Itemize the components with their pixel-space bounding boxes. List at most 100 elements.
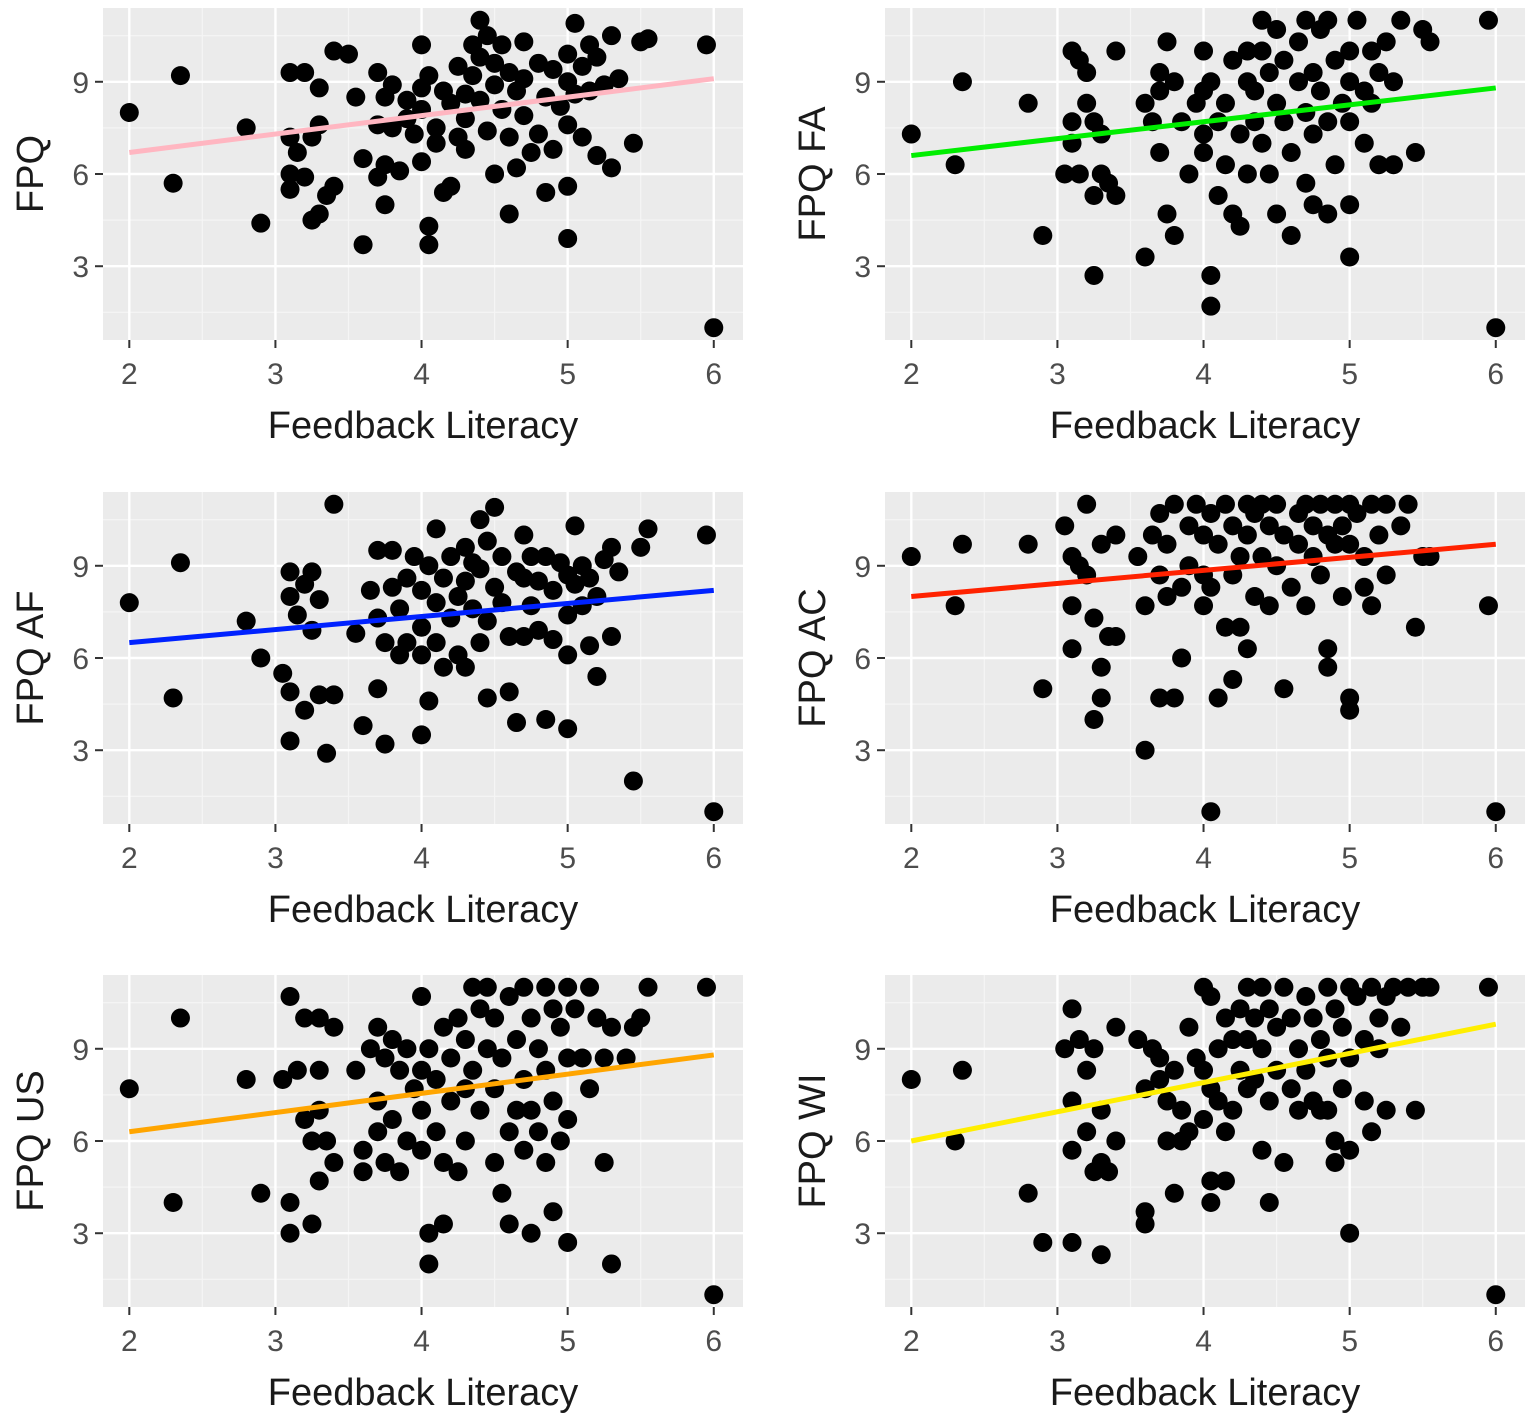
- data-point: [901, 124, 921, 144]
- data-point: [280, 1223, 300, 1243]
- data-point: [1164, 1060, 1184, 1080]
- data-point: [470, 559, 490, 579]
- data-point: [499, 682, 519, 702]
- data-point: [375, 195, 395, 215]
- data-point: [441, 176, 461, 196]
- data-point: [1208, 534, 1228, 554]
- y-tick-label: 6: [854, 159, 871, 192]
- data-point: [412, 645, 432, 665]
- x-tick-label: 5: [1341, 842, 1358, 875]
- data-point: [528, 1122, 548, 1142]
- data-point: [1230, 999, 1250, 1019]
- data-point: [1084, 608, 1104, 628]
- data-point: [601, 1017, 621, 1037]
- data-point: [1259, 1091, 1279, 1111]
- data-point: [119, 103, 139, 123]
- data-point: [594, 1048, 614, 1068]
- data-point: [1376, 1100, 1396, 1120]
- data-point: [499, 626, 519, 646]
- data-point: [1259, 63, 1279, 83]
- data-point: [528, 1039, 548, 1059]
- data-point: [1135, 247, 1155, 267]
- data-point: [1296, 173, 1316, 193]
- data-point: [528, 53, 548, 73]
- data-point: [1077, 1060, 1097, 1080]
- data-point: [390, 599, 410, 619]
- data-point: [1347, 987, 1367, 1007]
- data-point: [1296, 494, 1316, 514]
- data-point: [594, 1153, 614, 1173]
- data-point: [1259, 596, 1279, 616]
- trend-line: [910, 1021, 1497, 1144]
- data-point: [1267, 1017, 1287, 1037]
- data-point: [1055, 516, 1075, 536]
- y-tick-label: 9: [854, 1034, 871, 1067]
- data-point: [1164, 72, 1184, 92]
- data-point: [448, 56, 468, 76]
- data-point: [623, 771, 643, 791]
- data-point: [1383, 72, 1403, 92]
- data-point: [543, 1202, 563, 1222]
- data-point: [1150, 688, 1170, 708]
- data-point: [1252, 1039, 1272, 1059]
- x-tick-label: 5: [1341, 1325, 1358, 1358]
- x-tick-label: 6: [1487, 1325, 1504, 1358]
- data-point: [273, 663, 293, 683]
- data-point: [375, 734, 395, 754]
- data-point: [587, 666, 607, 686]
- data-point: [426, 1070, 446, 1090]
- data-point: [1208, 1039, 1228, 1059]
- data-point: [1201, 504, 1221, 524]
- data-point: [448, 1162, 468, 1182]
- data-point: [412, 1060, 432, 1080]
- data-point: [1369, 155, 1389, 175]
- data-point: [324, 1017, 344, 1037]
- x-tick-label: 2: [121, 1325, 138, 1358]
- data-point: [543, 139, 563, 159]
- y-axis-title: FPQ AC: [792, 588, 834, 727]
- data-point: [536, 547, 556, 567]
- data-point: [375, 1048, 395, 1068]
- data-point: [455, 1030, 475, 1050]
- data-point: [353, 1162, 373, 1182]
- data-point: [433, 657, 453, 677]
- data-point: [499, 987, 519, 1007]
- data-point: [1150, 504, 1170, 524]
- data-point: [251, 1183, 271, 1203]
- data-point: [1223, 1030, 1243, 1050]
- data-point: [631, 1008, 651, 1028]
- x-tick-label: 2: [121, 842, 138, 875]
- data-point: [1354, 577, 1374, 597]
- data-point: [477, 531, 497, 551]
- data-point: [1230, 617, 1250, 637]
- data-point: [455, 109, 475, 129]
- data-point: [1179, 1122, 1199, 1142]
- x-tick-label: 2: [903, 358, 920, 391]
- data-point: [346, 1060, 366, 1080]
- data-point: [507, 1030, 527, 1050]
- data-point: [1405, 142, 1425, 162]
- data-point: [448, 1008, 468, 1028]
- data-point: [397, 1131, 417, 1151]
- y-axis-title: FPQ WI: [792, 1073, 834, 1208]
- data-point: [477, 1039, 497, 1059]
- data-point: [1267, 93, 1287, 113]
- data-point: [1391, 10, 1411, 30]
- data-point: [1267, 20, 1287, 40]
- y-tick-label: 3: [72, 251, 89, 284]
- data-point: [1325, 534, 1345, 554]
- data-point: [463, 599, 483, 619]
- data-point: [550, 1131, 570, 1151]
- data-point: [609, 69, 629, 89]
- data-point: [616, 1048, 636, 1068]
- data-point: [580, 1079, 600, 1099]
- data-point: [1215, 1122, 1235, 1142]
- data-point: [521, 1008, 541, 1028]
- data-point: [1259, 516, 1279, 536]
- data-point: [1215, 494, 1235, 514]
- y-tick-label: 9: [854, 551, 871, 584]
- data-point: [638, 519, 658, 539]
- data-point: [521, 142, 541, 162]
- data-point: [1325, 155, 1345, 175]
- data-point: [1106, 525, 1126, 545]
